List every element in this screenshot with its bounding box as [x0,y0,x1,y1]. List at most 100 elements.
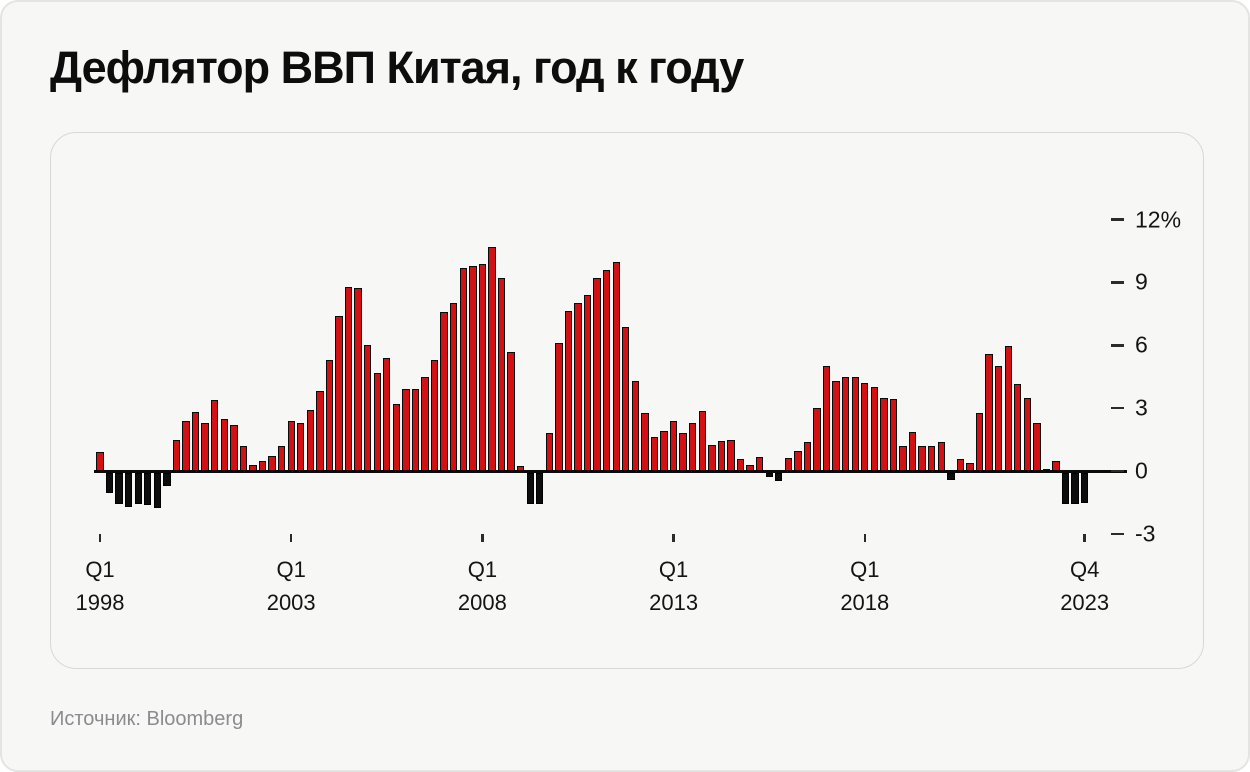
bar [220,418,228,471]
y-tick-label: -3 [1135,520,1156,547]
y-tick-label: 12% [1135,206,1182,233]
bar [803,441,812,471]
x-tick-year: 2018 [840,590,890,615]
x-tick-quarter: Q4 [1069,557,1100,582]
bar [851,376,859,471]
bar [536,472,544,504]
bar [574,303,582,471]
x-tick-year: 1998 [75,590,125,615]
bar [354,287,362,471]
bar [660,431,668,471]
bar [105,472,114,494]
bar [708,444,716,471]
x-tick-year: 2013 [649,590,699,615]
x-tick-year: 2023 [1060,590,1110,615]
bar [239,445,248,471]
bar [392,403,401,471]
bar [1004,346,1012,471]
bar [717,440,726,471]
bar [96,452,104,471]
bar [602,269,611,471]
bar [411,389,420,471]
y-tick-dash [1111,532,1124,536]
y-tick-label: 6 [1135,331,1148,358]
bar [1023,397,1031,471]
bar [985,353,993,471]
bar [832,380,840,471]
bar [430,359,439,471]
x-tick-label: Q1 2008 [458,553,507,619]
bar [889,398,898,471]
x-tick-quarter: Q1 [276,557,306,582]
bar [564,310,573,471]
x-tick-label: Q1 2018 [840,553,889,619]
x-tick-year: 2003 [266,590,316,615]
bar [115,472,123,504]
bar [698,411,706,471]
source-caption: Источник: Bloomberg [50,708,244,730]
bar [947,472,955,480]
x-tick-dash [1083,534,1086,542]
bar [880,397,888,471]
bar [689,422,697,471]
bar [440,311,448,471]
plot-area: 12% 9 6 3 0 -3 Q1 1998 Q1 2003 Q1 2008 Q1 2013 Q1 2018 Q… [51,133,1203,668]
bar [306,410,314,471]
bar [583,295,592,471]
bar [775,472,783,481]
bar [593,278,601,471]
bar [526,472,534,504]
bar [153,472,162,509]
bar [622,327,630,471]
zero-axis-line [94,469,1127,473]
bar [1061,472,1070,504]
x-tick-dash [98,534,102,542]
x-tick-label: Q4 2023 [1060,553,1109,619]
bar [631,380,640,471]
bar [612,261,620,471]
bar [230,424,238,471]
bar [669,420,678,471]
bar [1080,472,1089,503]
bar [191,412,200,471]
bar [478,263,487,471]
x-tick-year: 2008 [457,590,507,615]
bar [201,422,209,471]
x-tick-quarter: Q1 [467,557,498,582]
bar [870,387,879,471]
bar [402,389,410,471]
bar [373,372,381,471]
bar [841,376,850,471]
bar [650,437,659,471]
bar [975,413,984,471]
x-tick-dash [672,534,675,542]
bar [172,439,181,471]
x-tick-quarter: Q1 [658,557,689,582]
bar [641,413,649,471]
y-tick-dash [1111,281,1124,284]
x-tick-label: Q1 2003 [267,553,316,619]
x-tick-dash [289,534,293,542]
bar [325,359,334,471]
bar [316,391,324,471]
bar [163,472,171,487]
bar [297,422,305,471]
bar [679,433,687,471]
bar [1014,384,1022,471]
bar [1033,422,1041,471]
bar [469,265,477,471]
bar [182,420,190,471]
bar [908,432,917,471]
bar [1071,472,1079,504]
y-tick-dash [1111,344,1124,347]
bar [994,366,1003,471]
bar [287,420,295,471]
bar [488,246,496,471]
bar [727,439,735,471]
bar [363,345,372,471]
bar [555,343,563,471]
bar [794,451,802,471]
bar [937,441,945,471]
x-tick-quarter: Q1 [850,557,880,582]
